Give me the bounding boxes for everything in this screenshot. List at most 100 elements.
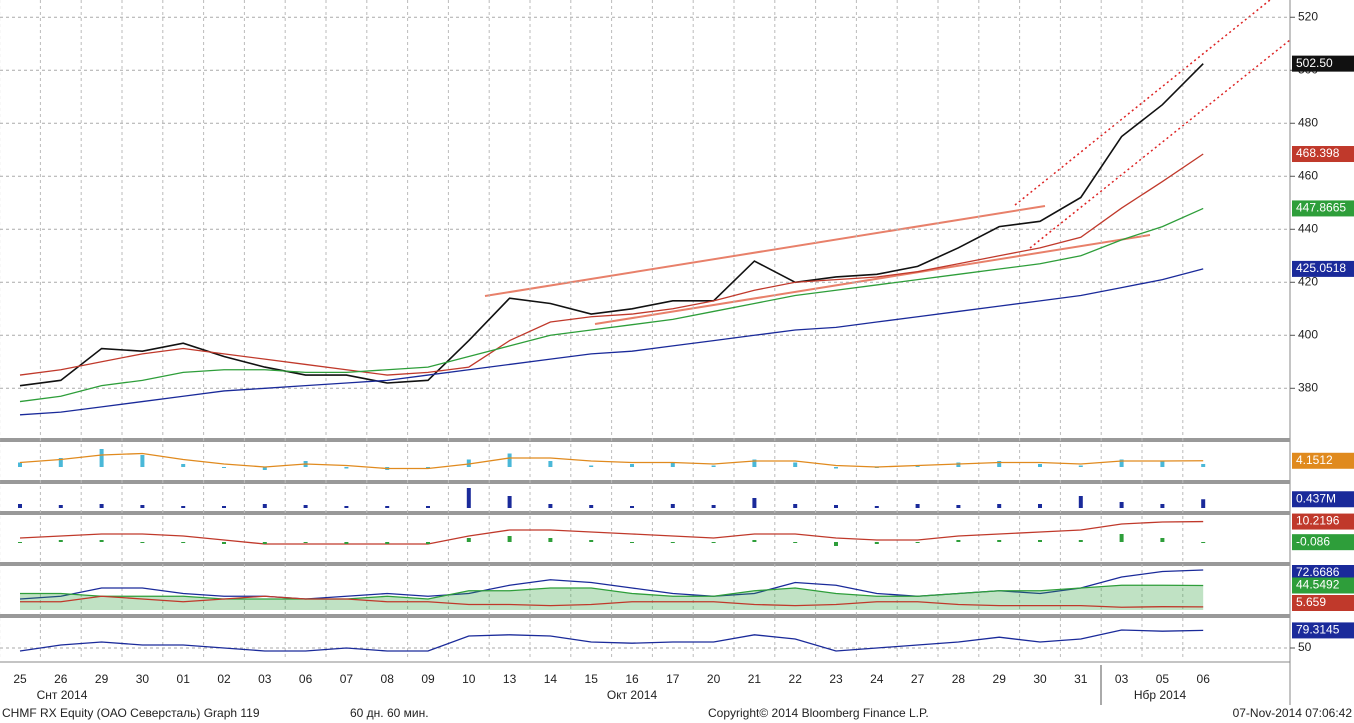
last-value-label: 72.6686 <box>1296 565 1340 579</box>
bar <box>58 540 63 542</box>
bar <box>589 540 594 542</box>
last-value-label: 79.3145 <box>1296 623 1340 637</box>
last-value-box <box>1292 577 1354 594</box>
channel-line <box>1029 39 1291 249</box>
bar <box>303 505 308 508</box>
x-tick-label: 03 <box>258 672 272 686</box>
last-value-label: 44.5492 <box>1296 578 1340 592</box>
bar <box>262 467 267 470</box>
x-tick-label: 15 <box>585 672 599 686</box>
bar <box>181 464 186 467</box>
bar <box>630 542 634 543</box>
bar <box>752 498 757 508</box>
bar <box>915 504 920 508</box>
area <box>20 585 1204 610</box>
bar <box>1119 534 1124 542</box>
x-tick-label: 30 <box>136 672 150 686</box>
bar <box>956 540 961 542</box>
last-value-label: 425.0518 <box>1296 261 1346 275</box>
bar <box>140 505 145 508</box>
bar <box>140 542 145 543</box>
bar <box>997 461 1002 467</box>
last-value-box <box>1292 200 1354 217</box>
bar <box>99 449 104 467</box>
x-tick-label: 10 <box>462 672 476 686</box>
last-value-box <box>1292 534 1354 551</box>
series-line <box>19 520 1204 545</box>
y-tick-label: 480 <box>1298 115 1318 129</box>
bar <box>548 538 553 542</box>
x-tick-label: 03 <box>1115 672 1129 686</box>
bar <box>222 542 226 544</box>
bar <box>344 467 349 469</box>
x-tick-label: 21 <box>748 672 762 686</box>
bar <box>670 504 675 508</box>
bar <box>874 506 879 508</box>
x-tick-label: 20 <box>707 672 721 686</box>
x-tick-label: 17 <box>666 672 680 686</box>
month-label: Окт 2014 <box>607 688 658 702</box>
bar <box>793 542 798 543</box>
last-value-box <box>1292 622 1354 639</box>
last-value-label: 0.437M <box>1296 491 1336 505</box>
bar <box>630 464 634 467</box>
last-value-box <box>1292 491 1354 508</box>
x-tick-label: 02 <box>217 672 231 686</box>
y-tick-label: 460 <box>1298 168 1318 182</box>
bar <box>466 538 471 542</box>
y-tick-label: 520 <box>1298 9 1318 23</box>
x-tick-label: 13 <box>503 672 517 686</box>
last-value-box <box>1292 595 1354 611</box>
y-tick-label: 400 <box>1298 327 1318 341</box>
x-tick-label: 16 <box>625 672 639 686</box>
x-tick-label: 31 <box>1074 672 1088 686</box>
bar <box>670 542 675 543</box>
bar <box>711 465 716 467</box>
last-value-box <box>1292 513 1354 530</box>
price-line <box>19 63 1204 387</box>
bar <box>1160 538 1165 542</box>
bar <box>426 467 430 469</box>
bar <box>997 504 1002 508</box>
series-line <box>19 629 1204 652</box>
bar <box>1201 499 1206 508</box>
bar <box>466 488 471 508</box>
series-line <box>19 207 1204 403</box>
bar <box>548 504 553 508</box>
y-tick-label: 380 <box>1298 380 1318 394</box>
bar <box>997 540 1002 542</box>
panel-separator <box>0 562 1290 566</box>
copyright: Copyright© 2014 Bloomberg Finance L.P. <box>708 706 929 720</box>
month-label: Нбр 2014 <box>1134 688 1187 702</box>
x-tick-label: 29 <box>993 672 1007 686</box>
last-value-box <box>1292 55 1354 72</box>
bar <box>262 504 267 508</box>
bar <box>589 465 594 467</box>
bar <box>466 459 471 467</box>
panel-separator <box>0 511 1290 515</box>
last-value-label: 447.8665 <box>1296 201 1346 215</box>
x-tick-label: 05 <box>1156 672 1170 686</box>
bar <box>181 506 186 508</box>
y-tick-label: 440 <box>1298 221 1318 235</box>
y-tick-label: 420 <box>1298 274 1318 288</box>
x-tick-label: 30 <box>1033 672 1047 686</box>
security: CHMF RX Equity (ОАО Северсталь) Graph 11… <box>2 706 260 720</box>
bar <box>1119 459 1124 467</box>
bar <box>507 496 512 508</box>
bar <box>58 505 63 508</box>
x-tick-label: 08 <box>381 672 395 686</box>
x-tick-label: 14 <box>544 672 558 686</box>
bar <box>426 542 430 544</box>
x-tick-label: 26 <box>54 672 68 686</box>
x-tick-label: 25 <box>13 672 27 686</box>
x-tick-label: 29 <box>95 672 109 686</box>
x-tick-label: 24 <box>870 672 884 686</box>
bar <box>915 465 920 467</box>
last-value-label: -0.086 <box>1296 534 1330 548</box>
bar <box>915 542 920 543</box>
bar <box>834 467 838 469</box>
timestamp: 07-Nov-2014 07:06:42 <box>1233 706 1353 720</box>
